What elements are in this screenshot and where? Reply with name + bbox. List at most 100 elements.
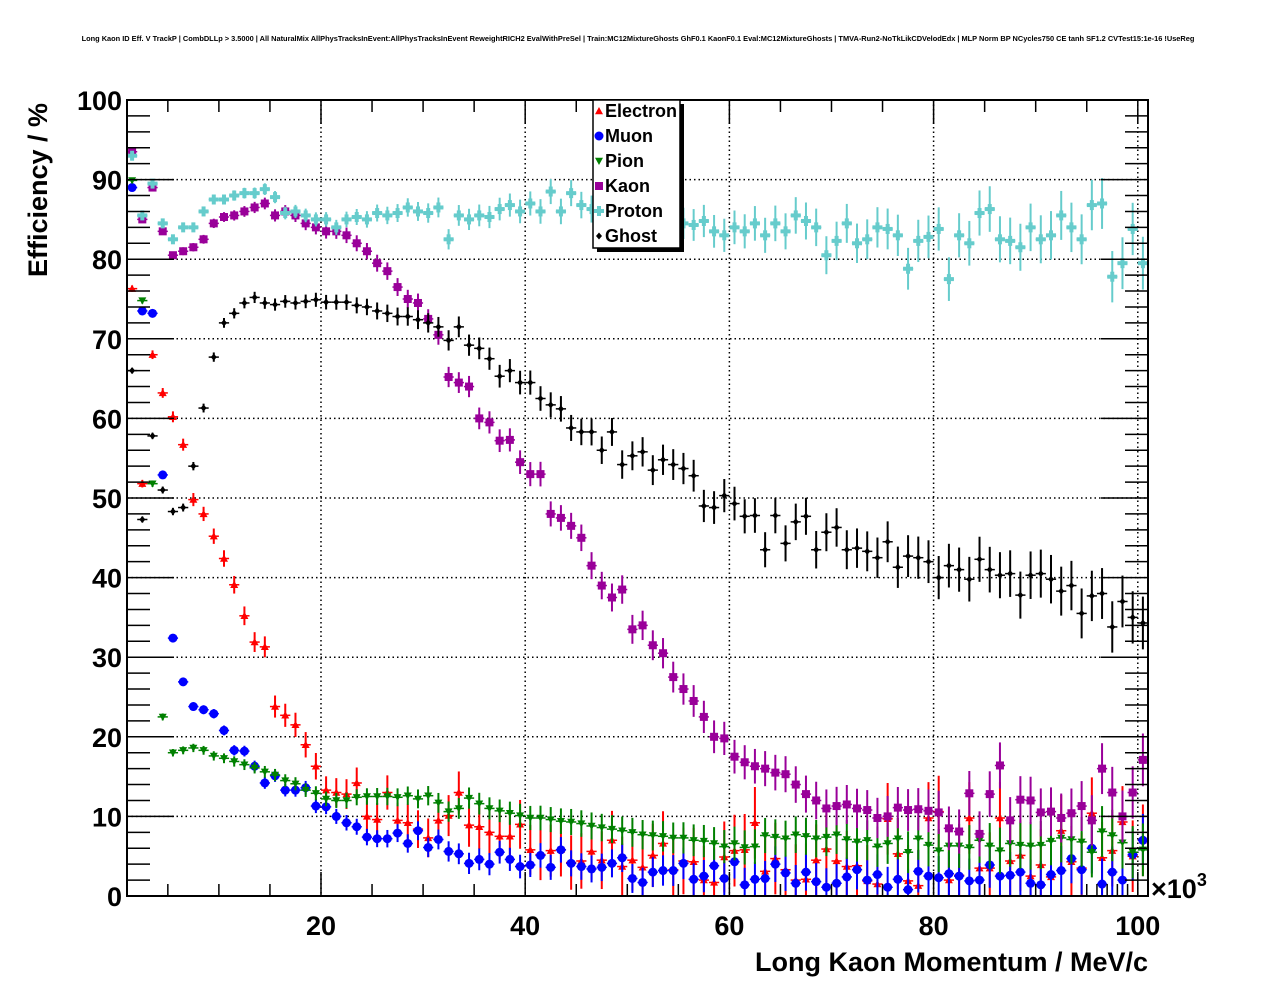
data-point [484,411,495,434]
data-point [882,866,893,896]
data-point [188,702,199,712]
data-point [984,546,995,593]
data-point [525,462,536,487]
legend-marker-muon [594,131,604,141]
data-point [218,725,230,736]
data-point [892,786,903,829]
data-point [606,815,618,844]
data-point [494,429,505,453]
data-point [1025,203,1036,252]
data-point [994,216,1006,263]
legend-label: Muon [605,126,653,146]
data-point [780,820,791,857]
data-point [668,822,679,854]
data-point [412,293,424,313]
data-point [698,700,709,734]
data-point [1117,575,1128,628]
data-point [882,795,893,837]
data-point [535,386,546,411]
data-point [596,436,607,464]
data-point [229,210,240,221]
data-point [790,864,801,896]
data-point [729,210,740,245]
data-point [198,506,209,522]
data-point [576,524,587,552]
data-point [678,452,689,485]
data-point [576,418,587,446]
data-point [627,441,638,471]
data-point [269,768,281,782]
data-point [800,497,812,535]
data-point [933,790,944,835]
data-point [474,204,485,227]
data-point [657,821,669,852]
data-point [821,236,832,275]
y-tick-label: 20 [92,723,122,753]
data-point [392,278,403,297]
data-point [627,614,638,644]
data-point [994,552,1006,599]
y-tick-label: 100 [77,86,122,116]
data-point [269,695,281,718]
data-point [167,507,179,516]
legend-marker-kaon [595,182,603,190]
data-point [1025,551,1036,599]
data-point [474,337,485,360]
data-point [1045,211,1057,260]
legend-marker-ghost [596,232,602,240]
data-point [188,493,199,507]
data-point [280,206,291,220]
data-point [157,713,168,721]
data-point [188,461,199,471]
data-point [678,822,689,854]
data-point [423,837,434,858]
data-point [576,810,587,837]
x-tick-label: 80 [919,911,949,941]
legend: Electron Muon Pion Kaon Proton Ghost [592,99,684,252]
data-point [811,781,822,820]
data-point [933,829,944,873]
legend-label: Electron [605,101,677,121]
data-point [668,661,679,693]
data-point [239,187,250,199]
data-point [433,792,444,813]
data-point [851,822,863,862]
x-multiplier-base: ×10 [1151,874,1197,904]
data-points [127,147,1148,896]
data-point [719,861,730,896]
data-point [412,310,424,330]
data-point [198,705,209,715]
data-point [749,206,761,241]
data-point [137,479,148,488]
series-kaon [127,147,1148,857]
data-point [494,197,505,221]
chart-title: Long Kaon ID Eff. V TrackP | CombDLLp > … [81,34,1195,43]
data-point [474,848,485,871]
data-point [157,227,168,236]
series-muon [127,183,1148,896]
data-point [586,418,597,446]
data-point [698,489,709,523]
data-point [1005,217,1016,265]
series-ghost [127,291,1148,653]
data-point [647,857,658,888]
data-point [882,208,893,250]
data-point [361,800,373,833]
data-point [402,198,413,217]
data-point [167,411,179,423]
legend-entry: Ghost [596,226,657,246]
data-point [147,178,158,189]
legend-label: Pion [605,151,644,171]
data-point [698,859,709,893]
data-point [443,841,454,862]
data-point [831,864,842,896]
data-point [902,868,914,896]
x-tick-label: 20 [306,911,336,941]
data-point [760,217,771,253]
data-point [494,840,505,864]
data-point [821,789,832,828]
data-point [964,220,975,266]
data-point [1045,787,1057,836]
data-point [239,206,250,217]
data-point [770,819,781,855]
